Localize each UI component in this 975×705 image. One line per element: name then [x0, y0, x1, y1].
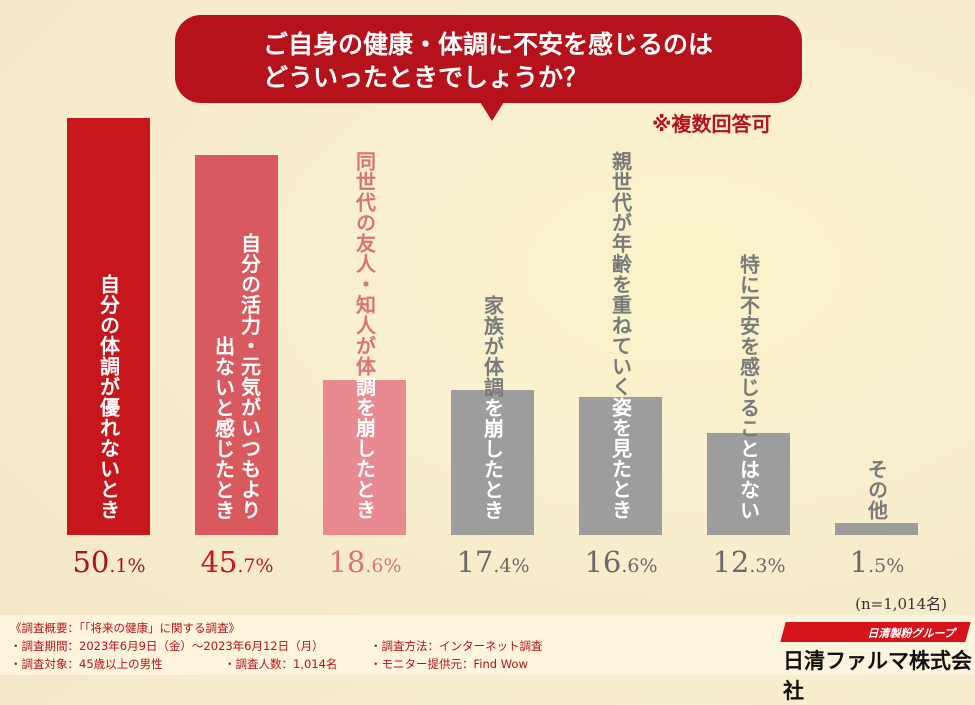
- survey-period: ・調査期間：2023年6月9日（金）～2023年6月12日（月）: [10, 639, 324, 653]
- bar-label-text: 自分の活力・元気がいつもより 出ないと感じたとき: [211, 125, 263, 520]
- bar: [451, 390, 534, 535]
- group-logo-text: 日清製粉グループ: [866, 627, 958, 640]
- survey-method: ・調査方法：インターネット調査: [370, 639, 543, 653]
- question-bubble: ご自身の健康・体調に不安を感じるのは どういったときでしょうか？: [175, 15, 802, 121]
- bar-label-text: 親世代が年齢を重ねていく姿を見たとき: [608, 125, 634, 520]
- bar-label: 同世代の友人・知人が体調を崩したとき: [323, 125, 406, 520]
- bar: [835, 522, 918, 535]
- value-label: 50.1%: [72, 545, 146, 579]
- bar-label-line: その他: [864, 458, 889, 521]
- title-line2: どういったときでしょうか？: [263, 63, 589, 92]
- value-label: 16.6%: [584, 545, 658, 579]
- company-logo: 日清ファルマ株式会社: [783, 649, 972, 703]
- bar-label: その他: [835, 125, 918, 521]
- bar-label: 親世代が年齢を重ねていく姿を見たとき: [579, 125, 662, 520]
- bar-label-line: 自分の活力・元気がいつもより: [237, 233, 262, 520]
- survey-provider: ・モニター提供元：Find Wow: [370, 657, 528, 671]
- bar-label: 自分の活力・元気がいつもより 出ないと感じたとき: [195, 125, 278, 520]
- bar-label-text: その他: [864, 125, 890, 521]
- multiple-answer-note: ※複数回答可: [652, 112, 772, 136]
- group-logo: 日清製粉グループ: [780, 622, 971, 642]
- bar: [707, 432, 790, 535]
- bar-label-line: 同世代の友人・知人が体調を崩したとき: [352, 151, 377, 520]
- bar-label: 家族が体調を崩したとき: [451, 125, 534, 521]
- bar-label-text: 同世代の友人・知人が体調を崩したとき: [352, 125, 378, 520]
- title-line1: ご自身の健康・体調に不安を感じるのは: [263, 30, 714, 59]
- bar-label-text: 特に不安を感じることはない: [736, 125, 762, 521]
- value-label: 17.4%: [456, 545, 530, 579]
- sample-size: (n=1,014名): [855, 595, 947, 613]
- bar-label-text: 自分の体調が優れないとき: [96, 125, 122, 520]
- bar-label-line: 出ないと感じたとき: [211, 335, 236, 521]
- bar: [323, 380, 406, 535]
- bar: [67, 118, 150, 535]
- bar: [579, 396, 662, 535]
- value-label: 45.7%: [200, 545, 274, 579]
- bar-label-line: 家族が体調を崩したとき: [480, 294, 505, 521]
- survey-target: ・調査対象：45歳以上の男性: [10, 657, 163, 671]
- bar-label-line: 親世代が年齢を重ねていく姿を見たとき: [608, 151, 633, 520]
- bar-label: 自分の体調が優れないとき: [67, 125, 150, 520]
- survey-heading: 《調査概要：「「将来の健康」に関する調査》: [10, 621, 240, 635]
- bar: [195, 154, 278, 535]
- bar-label-text: 家族が体調を崩したとき: [480, 125, 506, 521]
- bar-label-line: 特に不安を感じることはない: [736, 253, 761, 521]
- value-label: 1.5%: [849, 545, 905, 579]
- value-label: 12.3%: [712, 545, 786, 579]
- value-label: 18.6%: [328, 545, 402, 579]
- survey-count: ・調査人数：1,014名: [224, 657, 338, 671]
- bar-label: 特に不安を感じることはない: [707, 125, 790, 521]
- bar-label-line: 自分の体調が優れないとき: [96, 274, 121, 520]
